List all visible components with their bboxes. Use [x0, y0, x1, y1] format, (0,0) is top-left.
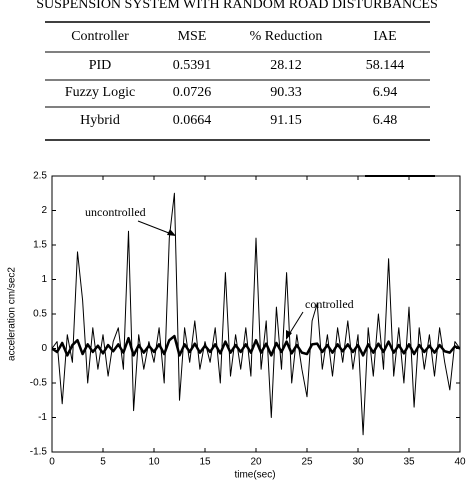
series-line: [51, 192, 461, 436]
cell: 91.15: [270, 113, 302, 128]
table-caption: SUSPENSION SYSTEM WITH RANDOM ROAD DISTU…: [36, 0, 438, 12]
cell: 28.12: [270, 58, 302, 73]
column-header: % Reduction: [250, 29, 323, 44]
cell: PID: [89, 58, 112, 73]
x-tick-label: 15: [199, 457, 211, 468]
y-tick-label: -1: [38, 412, 47, 423]
column-header: IAE: [373, 29, 396, 44]
arrowhead: [167, 229, 176, 236]
x-tick-label: 5: [100, 457, 106, 468]
y-tick-label: 1.5: [33, 240, 47, 251]
column-header: Controller: [71, 29, 129, 44]
y-axis-label: acceleration cm/sec2: [7, 267, 18, 361]
cell: 0.0726: [173, 85, 212, 100]
plot: -1.5 -1 -0.5 0 0.5 1 1.5 2 2.5 0 5 10 15 20 25 30 35 40: [30, 171, 466, 468]
x-tick-label: 0: [49, 457, 55, 468]
y-tick-label: -1.5: [30, 447, 48, 458]
x-axis-label: time(sec): [234, 470, 275, 481]
arrow: [137, 220, 175, 236]
cell: Fuzzy Logic: [65, 85, 135, 100]
column-header: MSE: [178, 29, 207, 44]
series-line: [51, 334, 461, 357]
y-tick-label: 1: [41, 274, 47, 285]
cell: 90.33: [270, 85, 302, 100]
arrowhead: [286, 330, 292, 340]
cell: Hybrid: [80, 113, 120, 128]
cell: 0.0664: [173, 113, 212, 128]
cell: 6.48: [373, 113, 398, 128]
y-tick-label: 2.5: [33, 171, 47, 182]
y-tick-label: 0: [41, 343, 47, 354]
x-tick-label: 25: [301, 457, 313, 468]
y-tick-label: -0.5: [30, 378, 48, 389]
x-tick-label: 40: [454, 457, 466, 468]
cell: 6.94: [373, 85, 398, 100]
cell: 58.144: [366, 58, 405, 73]
x-tick-label: 30: [352, 457, 364, 468]
annotation: controlled: [305, 297, 354, 311]
arrow: [287, 311, 304, 337]
cell: 0.5391: [173, 58, 212, 73]
y-tick-label: 2: [41, 205, 47, 216]
table: Controller MSE % Reduction IAE PID 0.5391 28.1…: [45, 29, 430, 128]
x-tick-label: 10: [148, 457, 160, 468]
annotation: uncontrolled: [85, 205, 146, 219]
y-tick-label: 0.5: [33, 309, 47, 320]
x-tick-label: 20: [250, 457, 262, 468]
x-tick-label: 35: [403, 457, 415, 468]
